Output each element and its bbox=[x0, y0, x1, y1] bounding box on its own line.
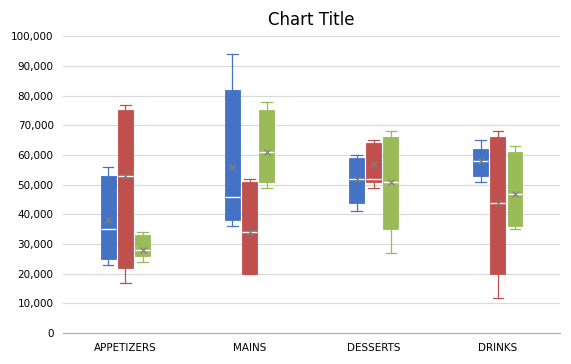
Bar bbox=[225, 90, 240, 220]
Bar bbox=[366, 143, 381, 182]
Bar bbox=[508, 152, 522, 226]
Bar bbox=[473, 149, 488, 176]
Bar bbox=[490, 137, 505, 274]
Bar bbox=[259, 110, 274, 182]
Title: Chart Title: Chart Title bbox=[268, 11, 355, 29]
Bar bbox=[135, 235, 150, 256]
Bar bbox=[101, 176, 116, 259]
Bar bbox=[242, 182, 257, 274]
Bar bbox=[349, 158, 364, 202]
Bar bbox=[383, 137, 398, 229]
Bar bbox=[118, 110, 133, 268]
